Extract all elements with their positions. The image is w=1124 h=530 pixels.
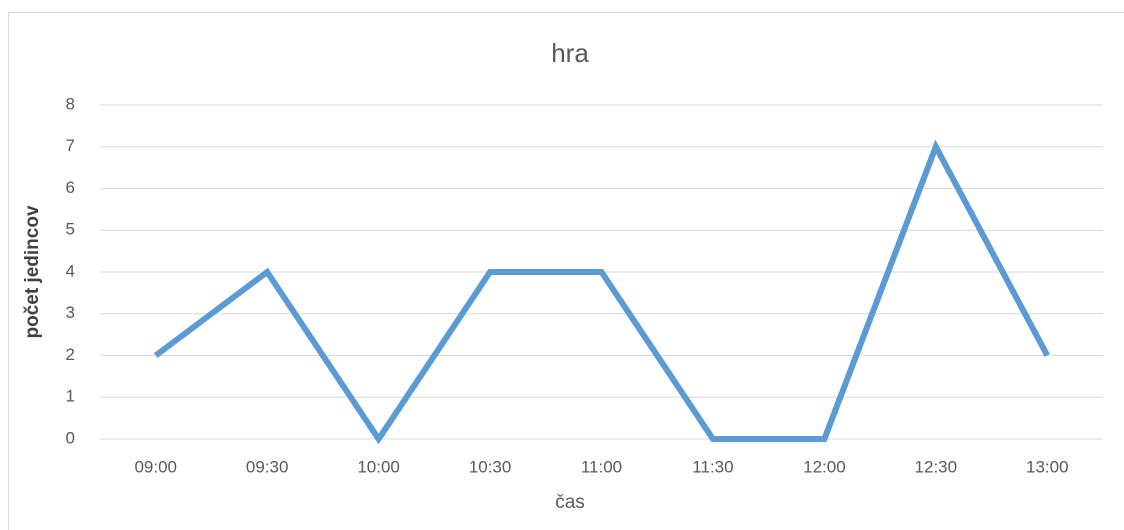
y-tick-label: 6 (66, 178, 75, 197)
y-tick-label: 1 (66, 387, 75, 406)
y-tick-label: 5 (66, 220, 75, 239)
x-tick-label: 12:30 (915, 457, 958, 476)
data-line (153, 139, 1050, 445)
x-axis-label: čas (555, 492, 585, 513)
y-axis-label: počet jedincov (22, 205, 43, 338)
x-tick-label: 11:30 (692, 457, 733, 476)
y-tick-label: 2 (66, 345, 75, 364)
y-tick-label: 4 (66, 261, 75, 280)
chart-title: hra (551, 38, 589, 68)
x-tick-label: 10:30 (469, 457, 512, 476)
x-tick-label: 09:30 (246, 457, 289, 476)
x-tick-label: 10:00 (357, 457, 400, 476)
x-tick-label: 12:00 (803, 457, 846, 476)
y-tick-label: 7 (66, 136, 75, 155)
x-tick-label: 11:00 (581, 457, 622, 476)
y-tick-label: 8 (66, 94, 75, 113)
y-tick-label: 0 (66, 428, 75, 447)
x-tick-label: 09:00 (134, 457, 177, 476)
x-tick-label: 13:00 (1026, 457, 1069, 476)
y-tick-label: 3 (66, 303, 75, 322)
